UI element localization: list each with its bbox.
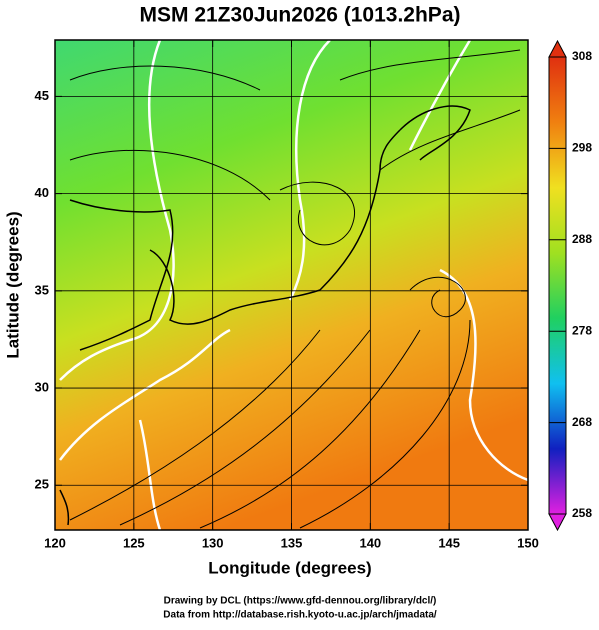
x-tick-label: 125 [123, 535, 145, 550]
x-tick-label: 130 [202, 535, 224, 550]
colorbar-tick-label: 278 [572, 323, 592, 337]
colorbar-extend-top [548, 39, 567, 58]
colorbar [548, 56, 567, 515]
y-tick-label: 40 [35, 185, 49, 200]
x-tick-label: 120 [44, 535, 66, 550]
y-tick-label: 25 [35, 477, 49, 492]
y-tick-label: 30 [35, 379, 49, 394]
x-tick-label: 145 [438, 535, 460, 550]
colorbar-tick-label: 288 [572, 232, 592, 246]
x-tick-label: 135 [281, 535, 303, 550]
footer-line: Drawing by DCL (https://www.gfd-dennou.o… [164, 596, 437, 607]
title: MSM 21Z30Jun2026 (1013.2hPa) [140, 4, 461, 27]
x-tick-label: 150 [517, 535, 539, 550]
colorbar-tick-label: 308 [572, 49, 592, 63]
colorbar-tick-label: 298 [572, 141, 592, 155]
colorbar-tick-label: 268 [572, 415, 592, 429]
y-tick-label: 45 [35, 88, 49, 103]
footer-line: Data from http://database.rish.kyoto-u.a… [163, 610, 437, 621]
coastlines [59, 105, 471, 526]
x-tick-label: 140 [359, 535, 381, 550]
y-axis-label: Latitude (degrees) [3, 211, 22, 358]
x-axis-label: Longitude (degrees) [208, 558, 371, 577]
colorbar-extend-bottom [548, 513, 567, 532]
y-tick-label: 35 [35, 282, 49, 297]
colorbar-tick-label: 258 [572, 506, 592, 520]
